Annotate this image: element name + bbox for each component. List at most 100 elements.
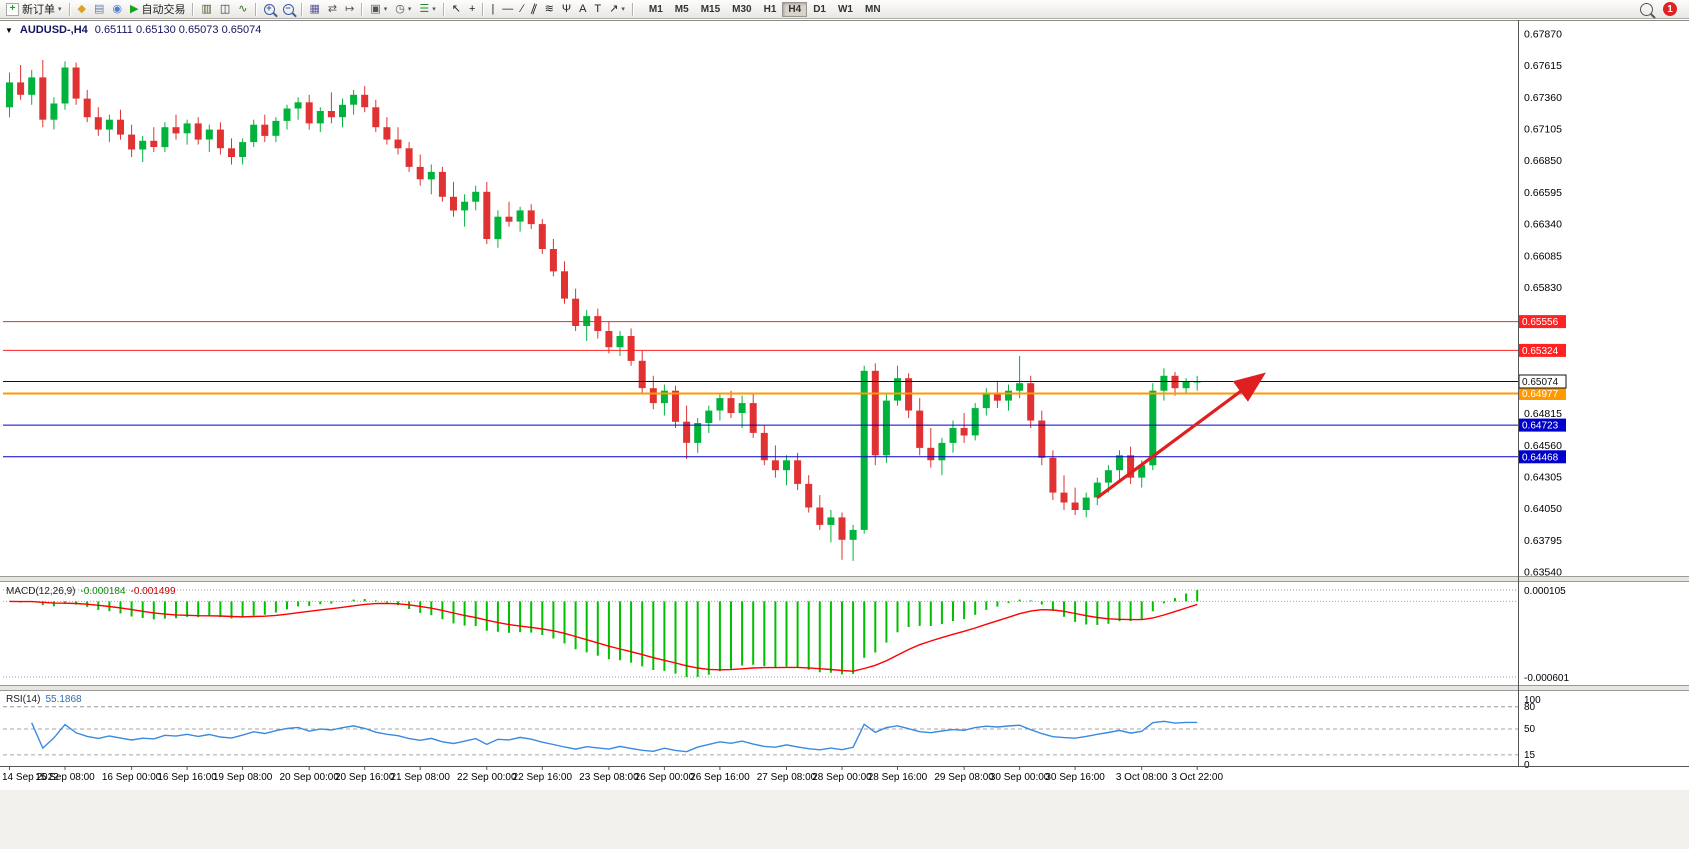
cursor-icon[interactable]: ↖ bbox=[448, 1, 465, 18]
horizontal-line-icon[interactable]: — bbox=[498, 1, 517, 18]
svg-text:22 Sep 00:00: 22 Sep 00:00 bbox=[457, 772, 517, 783]
timeframe-mn[interactable]: MN bbox=[864, 3, 881, 15]
svg-text:3 Oct 08:00: 3 Oct 08:00 bbox=[1116, 772, 1168, 783]
candlestick-chart-icon-glyph: ◫ bbox=[219, 2, 231, 15]
trendline-icon[interactable]: ∕ bbox=[517, 1, 527, 18]
timeframe-group: M1 M5 M15 M30 H1 H4 D1 W1 MN bbox=[643, 1, 887, 17]
svg-text:15 Sep 08:00: 15 Sep 08:00 bbox=[35, 772, 95, 783]
svg-text:0.67615: 0.67615 bbox=[1524, 60, 1562, 72]
zoom-out-icon-sign: − bbox=[285, 3, 291, 14]
svg-text:0.65830: 0.65830 bbox=[1524, 282, 1562, 294]
channel-icon-glyph: ∥ bbox=[529, 1, 539, 16]
signals-icon[interactable]: ◉ bbox=[108, 1, 126, 18]
macd-indicator-label: MACD(12,26,9) -0.000184 -0.001499 bbox=[6, 586, 176, 597]
auto-scroll-icon[interactable]: ⇄ bbox=[324, 1, 341, 18]
andrews-pitchfork-icon-glyph: Ψ bbox=[561, 2, 572, 15]
profiles-icon-glyph: ◆ bbox=[77, 2, 86, 15]
search-icon[interactable] bbox=[1640, 2, 1653, 16]
fibonacci-icon[interactable]: ≋ bbox=[541, 1, 558, 18]
indicators-list-icon[interactable]: ☰ ▾ bbox=[415, 1, 439, 18]
svg-text:0.64723: 0.64723 bbox=[1522, 421, 1559, 432]
horizontal-line-icon-glyph: — bbox=[502, 2, 514, 15]
period-clock-icon[interactable]: ◷ ▾ bbox=[391, 1, 415, 18]
new-order-button[interactable]: + 新订单 ▾ bbox=[2, 1, 66, 18]
dropdown-arrow-icon: ▾ bbox=[407, 6, 412, 13]
svg-text:0: 0 bbox=[1524, 760, 1530, 771]
timeframe-h4[interactable]: H4 bbox=[782, 1, 808, 17]
vertical-line-icon[interactable]: | bbox=[487, 1, 498, 18]
one-click-trading-arrow[interactable]: ▼ bbox=[5, 25, 13, 35]
macd-name: MACD(12,26,9) bbox=[6, 586, 76, 597]
support-line-blue-1[interactable]: 0.64723 bbox=[3, 418, 1566, 432]
svg-text:0.65556: 0.65556 bbox=[1522, 317, 1559, 328]
andrews-pitchfork-icon[interactable]: Ψ bbox=[558, 1, 575, 18]
svg-text:23 Sep 08:00: 23 Sep 08:00 bbox=[579, 772, 639, 783]
new-chart-icon[interactable]: ▣ ▾ bbox=[366, 1, 391, 18]
svg-text:28 Sep 16:00: 28 Sep 16:00 bbox=[868, 772, 928, 783]
new-order-glyph: + bbox=[6, 2, 19, 16]
timeframe-m5[interactable]: M5 bbox=[674, 3, 689, 15]
ohlc-values: 0.65111 0.65130 0.65073 0.65074 bbox=[94, 24, 262, 36]
notification-badge[interactable]: 1 bbox=[1663, 2, 1677, 16]
crosshair-icon[interactable]: + bbox=[465, 1, 479, 18]
rsi-indicator-label: RSI(14) 55.1868 bbox=[6, 694, 82, 705]
timeframe-w1[interactable]: W1 bbox=[837, 3, 853, 15]
toolbar-divider bbox=[442, 2, 445, 16]
trend-arrow-object[interactable] bbox=[1096, 372, 1267, 499]
timeframe-m1[interactable]: M1 bbox=[648, 3, 663, 15]
svg-text:14 Sep 2022: 14 Sep 2022 bbox=[2, 772, 59, 783]
svg-text:0.64305: 0.64305 bbox=[1524, 472, 1562, 484]
resistance-line-1[interactable]: 0.65556 bbox=[3, 315, 1566, 329]
resistance-line-2[interactable]: 0.65324 bbox=[3, 343, 1566, 357]
profiles-icon[interactable]: ◆ bbox=[74, 1, 90, 18]
toolbar-right: 1 bbox=[1640, 2, 1687, 16]
timeframe-h1[interactable]: H1 bbox=[763, 3, 777, 15]
svg-text:0.66850: 0.66850 bbox=[1524, 155, 1562, 167]
support-line-blue-2[interactable]: 0.64468 bbox=[3, 450, 1566, 464]
svg-text:0.66595: 0.66595 bbox=[1524, 187, 1562, 199]
text-label-icon[interactable]: T bbox=[590, 1, 605, 18]
new-chart-icon-glyph: ▣ bbox=[370, 2, 381, 15]
zoom-in-icon[interactable]: + bbox=[260, 1, 279, 18]
print-icon[interactable]: ▤ bbox=[90, 1, 108, 18]
candlestick-chart-icon[interactable]: ◫ bbox=[216, 1, 234, 18]
timeframe-m30[interactable]: M30 bbox=[732, 3, 752, 15]
svg-text:26 Sep 16:00: 26 Sep 16:00 bbox=[690, 772, 750, 783]
new-order-button-label: 新订单 bbox=[22, 4, 55, 16]
svg-text:29 Sep 08:00: 29 Sep 08:00 bbox=[934, 772, 994, 783]
text-label-icon-glyph: T bbox=[594, 2, 602, 15]
svg-text:80: 80 bbox=[1524, 702, 1536, 713]
rsi-value: 55.1868 bbox=[45, 694, 82, 705]
bar-chart-icon[interactable]: ▥ bbox=[197, 1, 215, 18]
tile-windows-icon[interactable]: ▦ bbox=[306, 1, 324, 18]
chart-shift-icon[interactable]: ↦ bbox=[341, 1, 358, 18]
text-icon[interactable]: A bbox=[575, 1, 590, 18]
zoom-out-icon[interactable]: − bbox=[279, 1, 298, 18]
line-chart-icon[interactable]: ∿ bbox=[234, 1, 251, 18]
price-axis[interactable]: 0.67870 0.67615 0.67360 0.67105 0.66850 0.665… bbox=[1524, 28, 1562, 578]
macd-main-value: -0.000184 bbox=[80, 586, 126, 597]
channel-icon[interactable]: ∥ bbox=[527, 1, 541, 18]
svg-text:28 Sep 00:00: 28 Sep 00:00 bbox=[812, 772, 872, 783]
svg-text:0.63795: 0.63795 bbox=[1524, 535, 1562, 547]
svg-text:0.65074: 0.65074 bbox=[1522, 377, 1559, 388]
svg-text:30 Sep 00:00: 30 Sep 00:00 bbox=[990, 772, 1050, 783]
macd-panel[interactable]: 0.000105 -0.000601 bbox=[3, 586, 1569, 684]
svg-text:0.67360: 0.67360 bbox=[1524, 92, 1562, 104]
print-icon-glyph: ▤ bbox=[93, 2, 105, 15]
autotrading-button-label: 自动交易 bbox=[141, 4, 186, 16]
svg-text:0.64560: 0.64560 bbox=[1524, 440, 1562, 452]
timeframe-m15[interactable]: M15 bbox=[700, 3, 721, 15]
autotrading-button[interactable]: ▶ 自动交易 bbox=[126, 1, 189, 18]
svg-text:0.66340: 0.66340 bbox=[1524, 219, 1562, 231]
svg-text:0.66085: 0.66085 bbox=[1524, 250, 1562, 262]
arrows-icon[interactable]: ↗ ▾ bbox=[605, 1, 629, 18]
timeframe-d1[interactable]: D1 bbox=[813, 3, 826, 15]
svg-text:26 Sep 00:00: 26 Sep 00:00 bbox=[635, 772, 695, 783]
svg-text:0.64815: 0.64815 bbox=[1524, 408, 1562, 420]
arrows-icon-glyph: ↗ bbox=[609, 2, 619, 15]
